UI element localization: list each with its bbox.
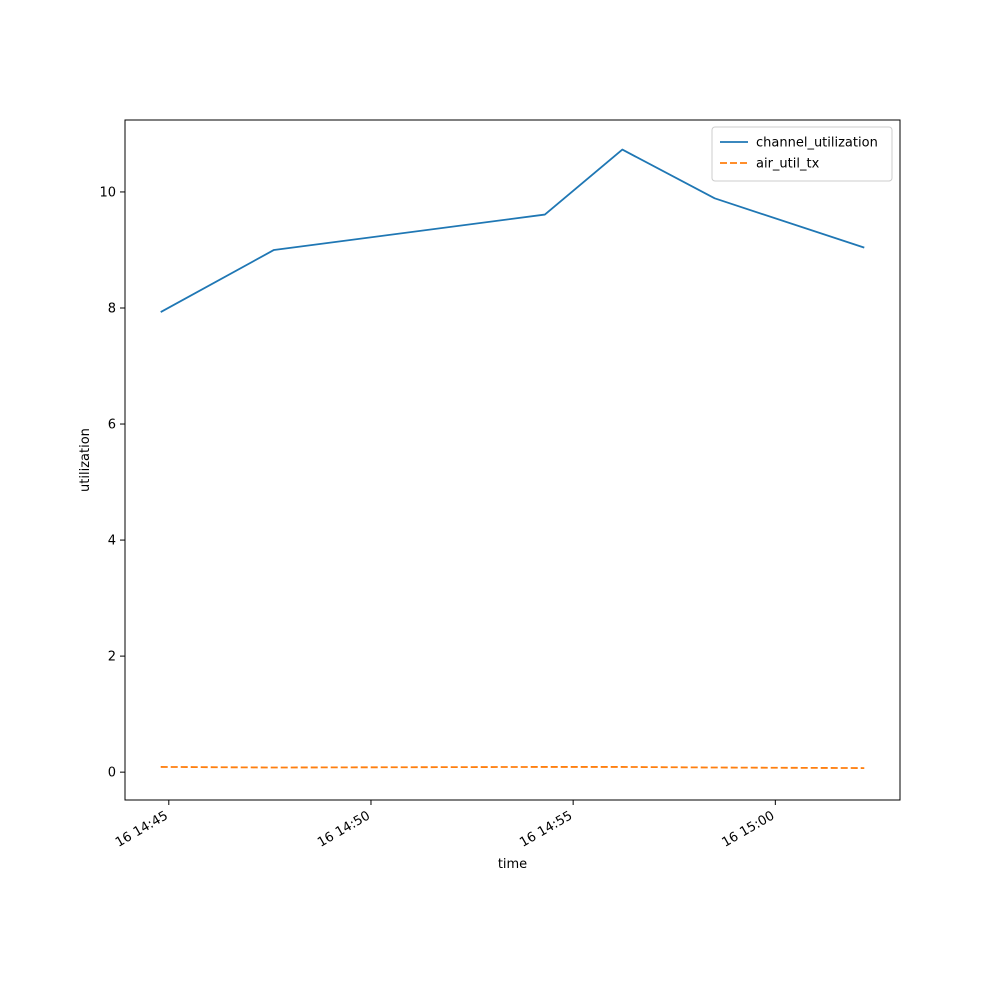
series-layer [160, 148, 865, 769]
y-tick-label: 0 [108, 766, 116, 781]
y-axis-ticks: 0 2 4 6 8 10 [99, 185, 125, 781]
x-axis-label: time [498, 857, 527, 872]
legend-label: channel_utilization [756, 136, 878, 151]
legend-label: air_util_tx [756, 157, 820, 172]
series-line-channel-utilization [160, 148, 865, 313]
y-tick-label: 10 [99, 185, 116, 200]
series-line-air-util-tx [160, 766, 865, 769]
y-tick-label: 6 [108, 418, 116, 433]
y-axis-label: utilization [78, 428, 93, 492]
y-tick-label: 8 [108, 301, 116, 316]
plot-frame [124, 119, 901, 801]
y-tick-label: 2 [108, 650, 116, 665]
y-tick-label: 4 [108, 534, 116, 549]
legend: channel_utilization air_util_tx [711, 126, 893, 182]
legend-box [711, 126, 893, 182]
